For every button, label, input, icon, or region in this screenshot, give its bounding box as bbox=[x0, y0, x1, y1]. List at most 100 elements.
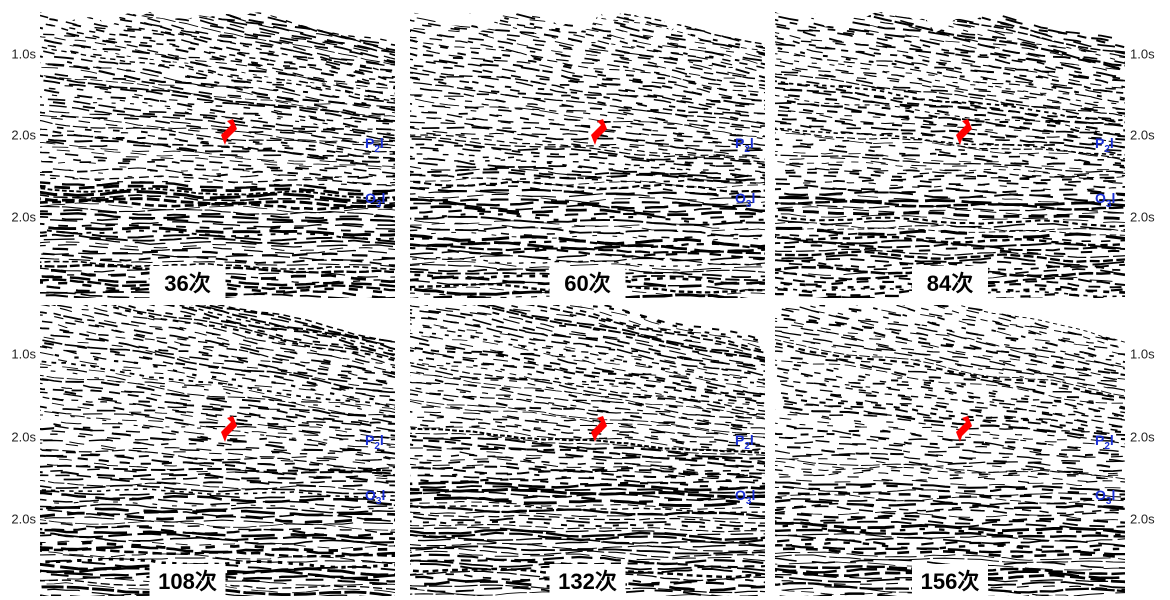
reflector bbox=[410, 381, 765, 426]
horizon-sub: 3 bbox=[376, 496, 382, 507]
reflector bbox=[40, 146, 395, 169]
reflector bbox=[893, 305, 1125, 352]
reflector bbox=[190, 305, 395, 351]
reflector bbox=[775, 128, 1125, 160]
reflector bbox=[40, 577, 395, 586]
reflector bbox=[40, 55, 395, 109]
horizon-tail: l bbox=[1111, 190, 1115, 206]
reflector bbox=[40, 238, 395, 248]
reflector bbox=[410, 22, 765, 82]
reflector bbox=[40, 244, 395, 255]
horizon-base: O bbox=[735, 487, 746, 503]
panel-label: 36次 bbox=[164, 271, 210, 296]
reflector bbox=[410, 325, 765, 385]
reflector bbox=[410, 448, 765, 472]
arrow bbox=[956, 416, 972, 442]
reflector bbox=[775, 82, 1125, 124]
reflector bbox=[40, 74, 395, 117]
horizon-base: P bbox=[1095, 135, 1104, 151]
reflector bbox=[40, 241, 395, 252]
reflector bbox=[410, 432, 765, 456]
reflector bbox=[410, 95, 765, 134]
reflector bbox=[410, 545, 765, 555]
reflector bbox=[40, 115, 395, 147]
reflector bbox=[775, 417, 1125, 448]
reflector bbox=[40, 506, 395, 517]
reflector bbox=[775, 544, 1125, 556]
reflector bbox=[40, 477, 395, 488]
reflector bbox=[40, 387, 395, 425]
top-mute bbox=[40, 8, 395, 29]
reflector bbox=[410, 362, 765, 407]
reflector bbox=[410, 454, 765, 472]
reflector bbox=[775, 422, 1125, 455]
reflector bbox=[410, 279, 765, 291]
reflector bbox=[410, 364, 765, 416]
reflector bbox=[775, 547, 1125, 559]
horizon-label: O3l bbox=[1095, 190, 1115, 210]
reflector bbox=[775, 18, 1125, 80]
reflector bbox=[775, 441, 1125, 463]
reflector bbox=[410, 157, 765, 180]
reflector bbox=[410, 77, 765, 125]
reflector bbox=[775, 512, 1125, 524]
reflector bbox=[40, 490, 395, 502]
reflector bbox=[40, 26, 395, 90]
reflector bbox=[40, 391, 395, 432]
reflector bbox=[775, 561, 1125, 571]
reflector bbox=[775, 132, 1125, 161]
reflector bbox=[775, 138, 1125, 162]
horizon-tail: l bbox=[1110, 135, 1114, 151]
reflector bbox=[410, 316, 765, 377]
reflector bbox=[775, 250, 1125, 263]
reflector bbox=[40, 117, 395, 149]
reflector bbox=[410, 427, 765, 455]
reflector bbox=[40, 194, 395, 205]
reflector bbox=[775, 554, 1125, 563]
reflector bbox=[775, 402, 1125, 436]
reflector bbox=[525, 305, 765, 354]
horizon-label: O3l bbox=[365, 190, 385, 210]
reflector bbox=[410, 19, 765, 81]
reflector bbox=[40, 100, 395, 140]
reflector bbox=[40, 534, 395, 547]
reflector bbox=[40, 454, 395, 477]
reflector bbox=[410, 190, 765, 201]
reflector bbox=[40, 519, 395, 531]
reflector bbox=[40, 400, 395, 439]
reflector bbox=[775, 307, 1125, 368]
reflector bbox=[40, 202, 395, 214]
reflector bbox=[40, 511, 395, 524]
reflector bbox=[40, 33, 395, 88]
reflector bbox=[105, 8, 395, 64]
reflector bbox=[40, 151, 395, 175]
reflector bbox=[214, 305, 395, 343]
seismic-panel bbox=[775, 305, 1125, 596]
reflector bbox=[410, 439, 765, 465]
reflector bbox=[40, 209, 395, 220]
reflector bbox=[775, 73, 1125, 117]
reflector bbox=[930, 305, 1125, 345]
reflector bbox=[775, 89, 1125, 128]
time-label-left: 2.0s bbox=[11, 511, 36, 526]
reflector bbox=[410, 215, 765, 226]
reflector bbox=[40, 79, 395, 124]
reflector bbox=[775, 568, 1125, 584]
reflector bbox=[410, 466, 765, 480]
reflector bbox=[40, 104, 395, 142]
reflector bbox=[40, 439, 395, 462]
reflector bbox=[410, 512, 765, 524]
reflector bbox=[410, 11, 765, 72]
reflector bbox=[775, 75, 1125, 122]
arrow bbox=[591, 119, 607, 145]
reflector bbox=[410, 64, 765, 110]
arrow bbox=[956, 119, 972, 145]
reflector bbox=[485, 305, 765, 359]
reflector bbox=[775, 534, 1125, 547]
reflector bbox=[40, 230, 395, 243]
horizon-sub: 2 bbox=[744, 144, 750, 155]
reflector bbox=[40, 228, 395, 240]
reflector bbox=[410, 94, 765, 130]
horizon-base: P bbox=[365, 135, 374, 151]
